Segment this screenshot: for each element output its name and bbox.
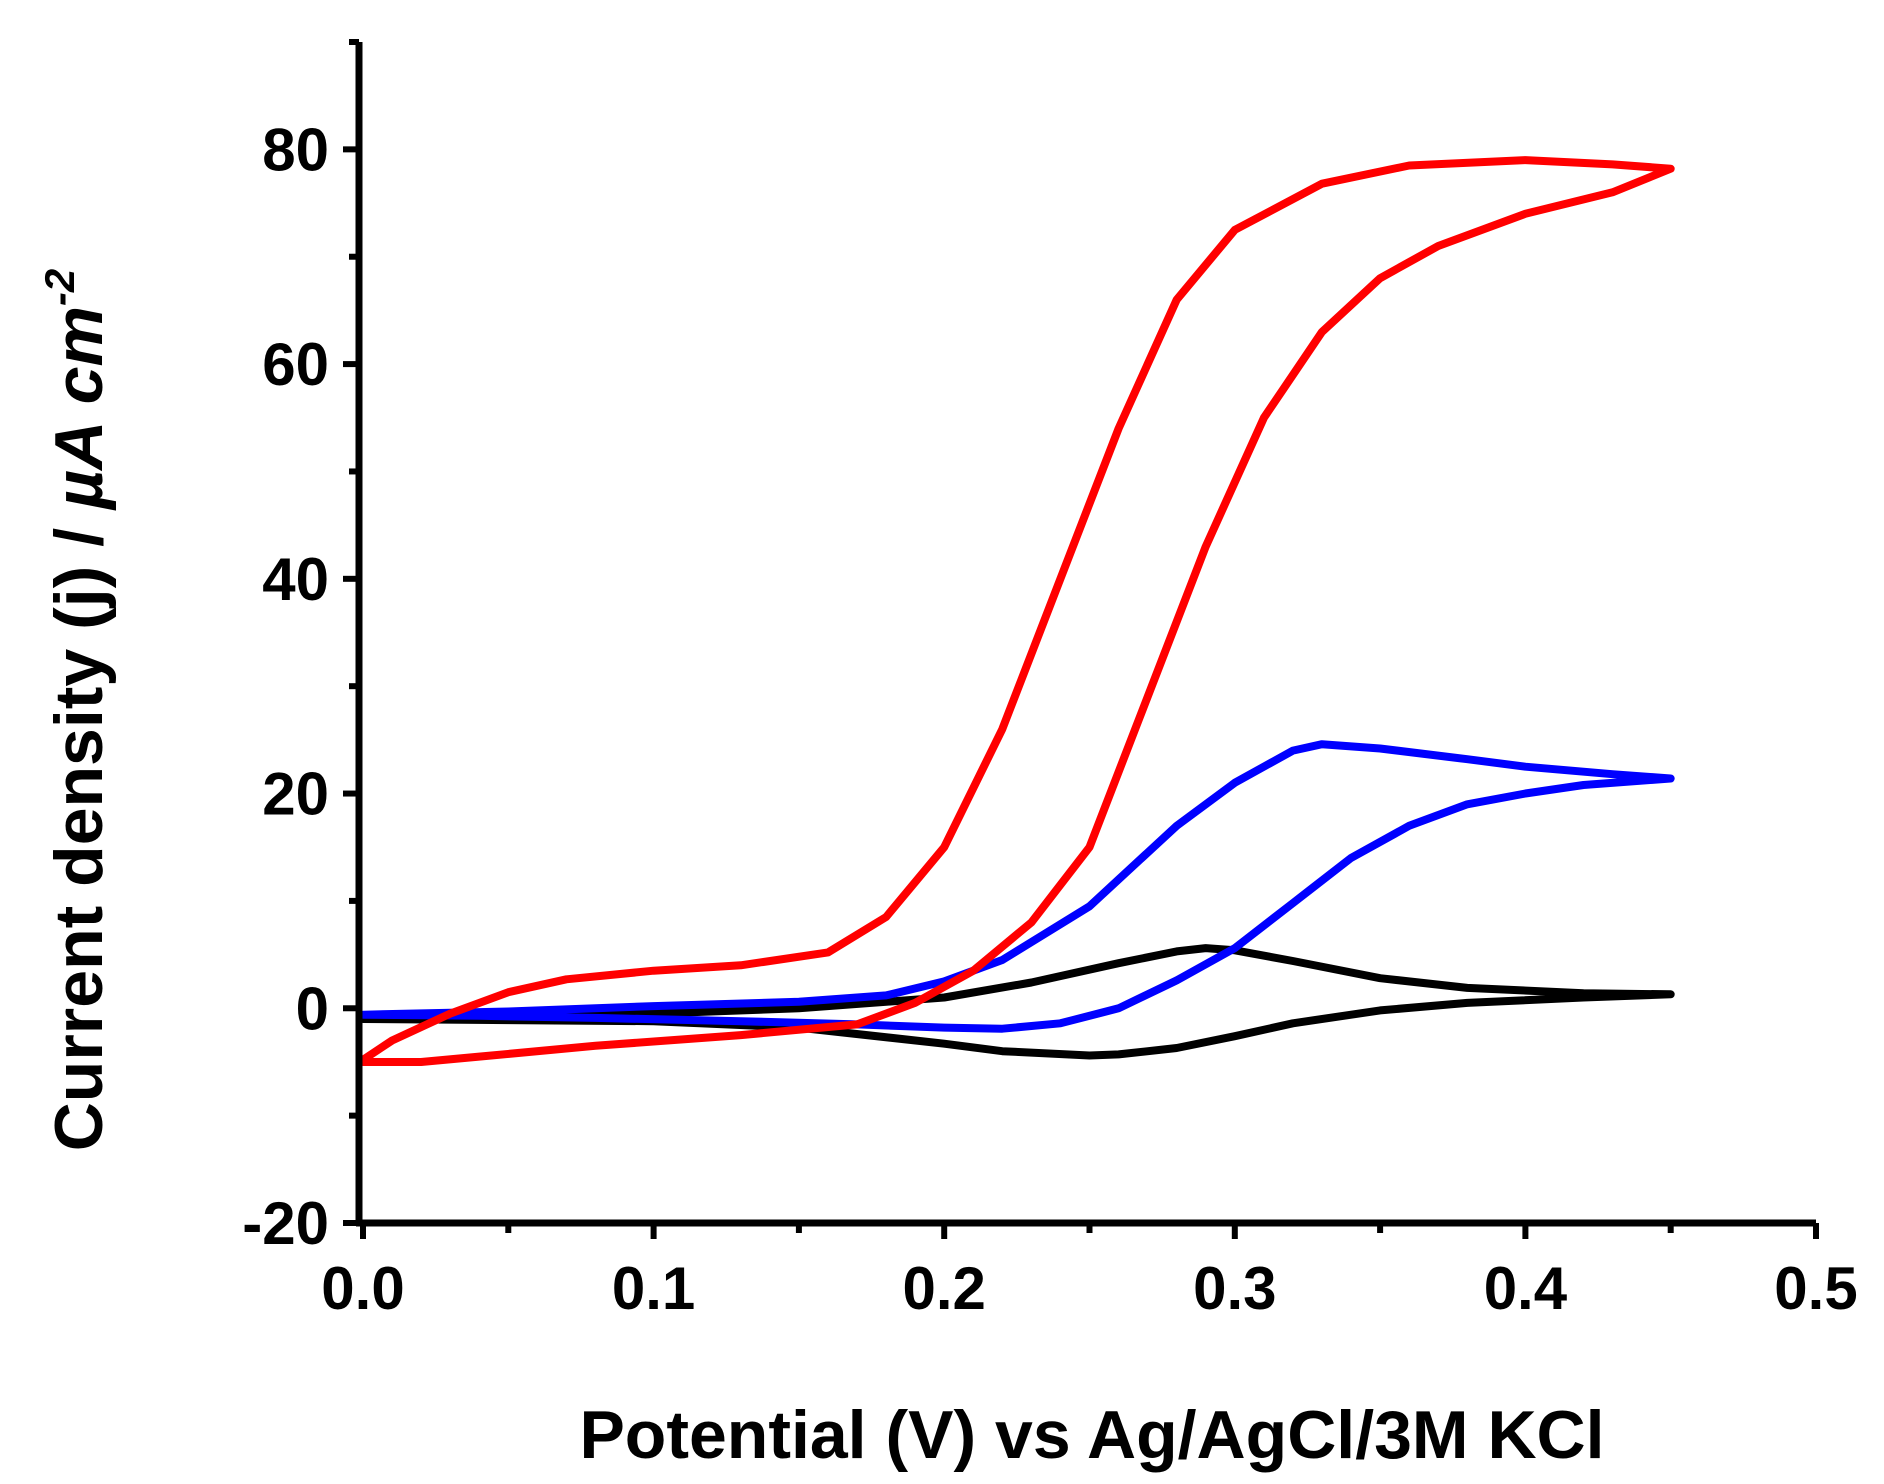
y-tick-label: 20: [262, 761, 329, 828]
y-axis-title-main: Current density (j) /: [41, 509, 117, 1151]
y-tick-label: 0: [296, 975, 329, 1042]
y-axis-title-mu: µ: [41, 470, 117, 511]
x-tick-label: 0.3: [1193, 1255, 1276, 1322]
y-axis-title-exponent: -2: [36, 269, 83, 306]
series-black-curve: [359, 944, 1675, 1060]
y-tick-label: 80: [262, 116, 329, 183]
x-tick-label: 0.2: [902, 1255, 985, 1322]
x-tick-label: 0.0: [321, 1255, 404, 1322]
x-tick-label: 0.4: [1484, 1255, 1568, 1322]
x-tick-label: 0.1: [612, 1255, 695, 1322]
y-tick-label: -20: [242, 1190, 329, 1257]
y-axis-title: Current density (j) / µA cm-2: [36, 269, 117, 1152]
axes-layer: [355, 42, 1816, 1227]
series-red-curve: [359, 156, 1675, 1066]
y-tick-label: 60: [262, 331, 329, 398]
ticks-layer: [343, 39, 1819, 1239]
x-axis-title: Potential (V) vs Ag/AgCl/3M KCl: [579, 1397, 1604, 1473]
tick-labels-layer: 0.0 0.1 0.2 0.3 0.4 0.5 -20 0 20 40 60 80: [242, 116, 1857, 1322]
y-axis-title-unit: A cm: [41, 306, 117, 472]
x-tick-label: 0.5: [1774, 1255, 1857, 1322]
series-layer: [359, 156, 1675, 1066]
y-tick-label: 40: [262, 546, 329, 613]
